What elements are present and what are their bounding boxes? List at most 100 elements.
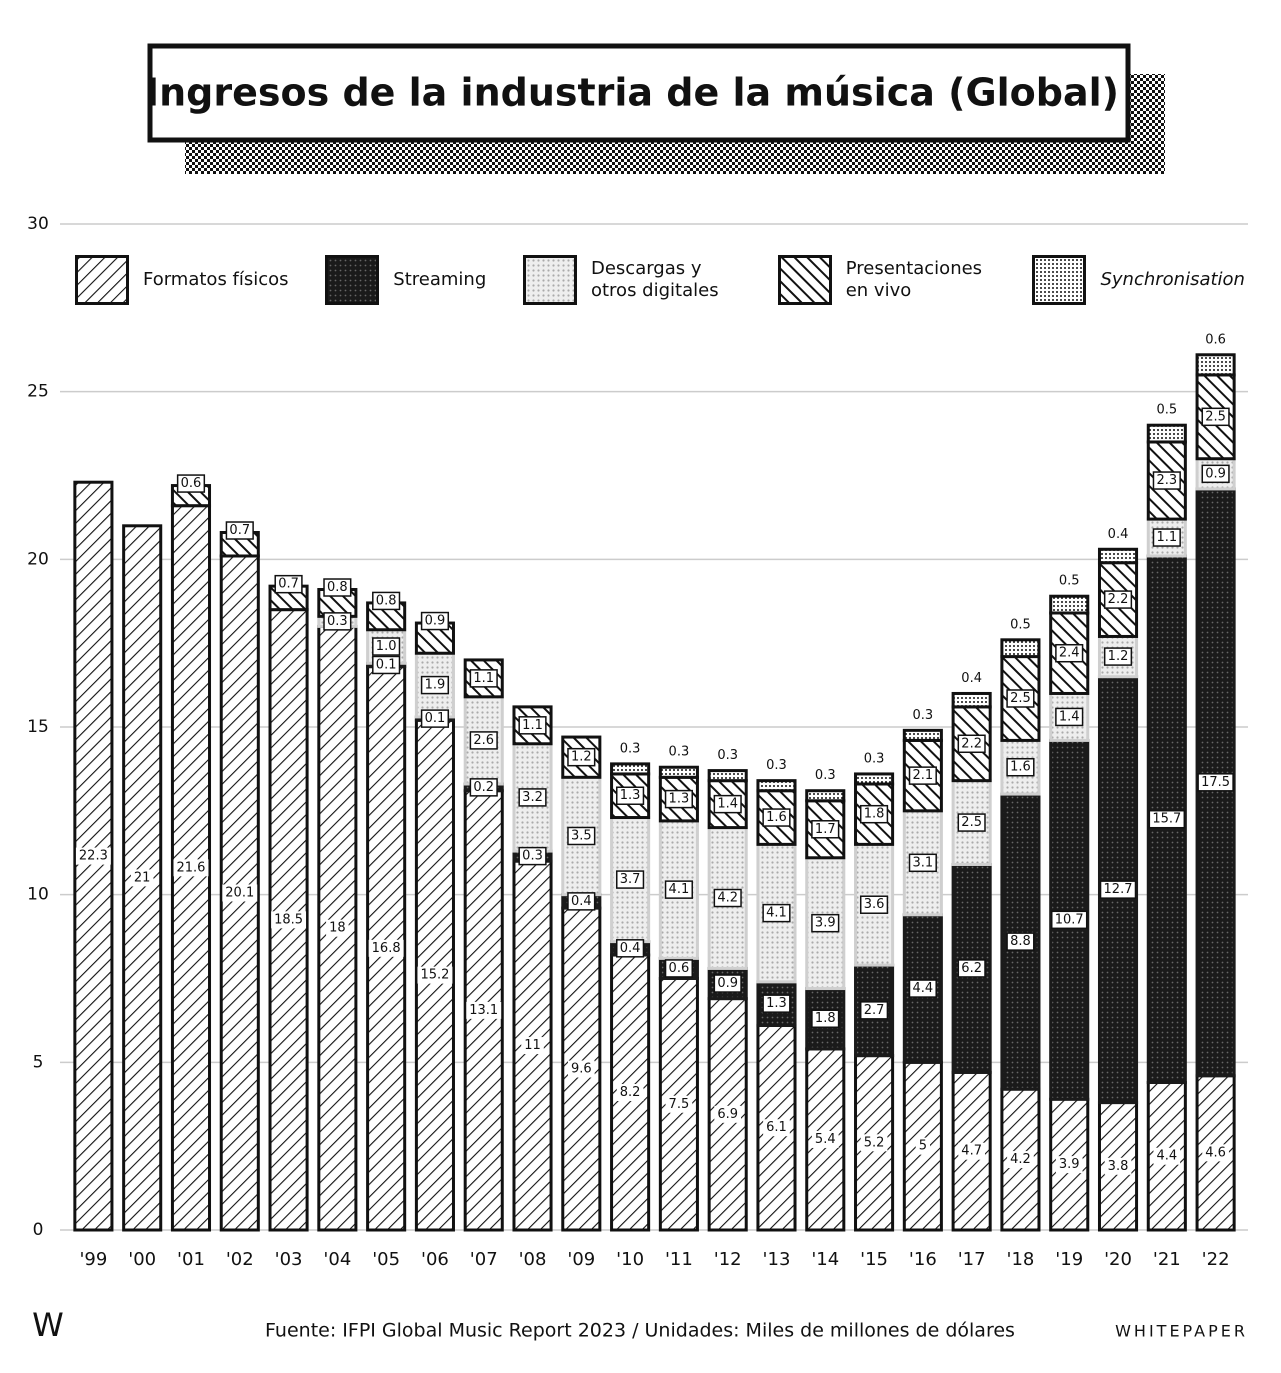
value-label: 0.1: [425, 711, 446, 726]
value-label: 0.3: [864, 751, 885, 766]
value-label: 6.2: [961, 961, 982, 976]
value-label-box: [811, 1009, 840, 1028]
title-box: [147, 43, 1131, 143]
value-label-box: [811, 1130, 839, 1148]
x-tick-label: '07: [470, 1249, 498, 1270]
swatch-fill: [525, 258, 574, 302]
value-label-box: [1202, 331, 1229, 349]
value-label-box: [616, 939, 645, 958]
value-label-box: [1055, 643, 1084, 663]
value-label-box: [1201, 407, 1230, 427]
value-label: 0.9: [1205, 466, 1226, 481]
value-label: 1.3: [669, 792, 690, 807]
value-label: 5: [919, 1139, 927, 1154]
x-tick-label: '06: [421, 1249, 449, 1270]
value-label: 4.6: [1205, 1145, 1226, 1160]
bar-segment: [610, 762, 651, 776]
legend-label: Streaming: [393, 269, 487, 290]
value-label-box: [567, 826, 596, 846]
value-label-box: [957, 813, 986, 832]
value-label-box: [372, 637, 401, 656]
value-label-box: [326, 919, 349, 937]
value-label: 3.8: [1108, 1159, 1129, 1174]
value-label-box: [417, 966, 453, 984]
value-label: 5.2: [864, 1135, 885, 1150]
bar-segment: [1049, 594, 1090, 615]
value-label-box: [713, 974, 742, 993]
value-label-box: [1202, 1144, 1229, 1162]
value-label: 0.3: [669, 745, 690, 760]
value-label-box: [908, 853, 937, 873]
swatch-pattern: [328, 258, 377, 302]
value-label-box: [173, 859, 209, 877]
value-label-box: [1006, 757, 1035, 777]
value-label: 8.2: [620, 1085, 641, 1100]
value-label-box: [860, 750, 888, 768]
value-label: 9.6: [571, 1062, 592, 1077]
value-label: 1.1: [522, 718, 543, 733]
value-label-box: [957, 734, 986, 754]
x-tick-label: '12: [714, 1249, 742, 1270]
bar-segment: [951, 691, 992, 709]
value-label: 7.5: [669, 1097, 690, 1112]
bar-segment: [756, 779, 797, 793]
value-label-box: [1153, 1147, 1181, 1165]
value-label-box: [1104, 1157, 1132, 1175]
x-tick-label: '14: [811, 1249, 839, 1270]
x-tick-label: '00: [128, 1249, 156, 1270]
value-label-box: [1055, 572, 1083, 590]
x-tick-label: '20: [1104, 1249, 1132, 1270]
swatch-fill: [780, 258, 829, 302]
value-label: 13.1: [469, 1003, 498, 1018]
value-label-box: [908, 979, 937, 998]
value-label-box: [1153, 401, 1181, 419]
source: Fuente: IFPI Global Music Report 2023 / …: [265, 1320, 1015, 1342]
value-label: 1.6: [1010, 760, 1031, 775]
value-label-box: [1201, 464, 1230, 484]
value-label: 21: [134, 870, 151, 885]
value-label: 0.5: [1010, 617, 1031, 632]
x-tick-label: '18: [1007, 1249, 1035, 1270]
value-label: 4.7: [961, 1144, 982, 1159]
bar-segment: [1195, 353, 1236, 377]
x-tick-label: '16: [909, 1249, 937, 1270]
x-tick-label: '05: [372, 1249, 400, 1270]
value-label: 0.4: [961, 671, 982, 686]
legend: Formatos físicos Streaming Descargas y otr…: [75, 255, 1245, 305]
value-label-box: [1006, 932, 1035, 951]
value-label-box: [859, 895, 889, 914]
y-tick-label: 10: [27, 885, 49, 905]
brand-mark: W: [32, 1306, 64, 1344]
bar-segment: [805, 789, 846, 803]
legend-label: Formatos físicos: [143, 269, 289, 290]
value-label: 0.8: [327, 580, 348, 595]
value-label: 1.0: [376, 639, 397, 654]
value-label: 1.6: [766, 810, 787, 825]
bars: [73, 353, 1236, 1232]
value-label-box: [469, 731, 498, 750]
value-label: 2.2: [1108, 592, 1129, 607]
value-label-box: [466, 1001, 502, 1019]
value-label-box: [469, 778, 498, 797]
value-label: 20.1: [225, 885, 254, 900]
value-label-box: [762, 808, 791, 827]
value-label-box: [958, 669, 985, 687]
value-label: 2.4: [1059, 646, 1080, 661]
value-label-box: [567, 747, 596, 767]
y-tick-label: 20: [27, 549, 49, 569]
value-label: 2.3: [1156, 473, 1177, 488]
swatch-pattern: [1035, 258, 1084, 302]
legend-label: Synchronisation: [1100, 269, 1245, 290]
value-label: 11: [524, 1038, 541, 1053]
value-label: 22.3: [79, 849, 108, 864]
value-label: 1.2: [571, 750, 592, 765]
value-label-box: [1006, 689, 1035, 708]
value-label-box: [420, 709, 450, 728]
legend-item: Descargas y otros digitales: [522, 255, 741, 305]
y-tick-label: 5: [33, 1052, 44, 1072]
value-label-box: [958, 1142, 985, 1160]
swatch-pattern: [780, 258, 829, 302]
value-label: 4.4: [913, 981, 934, 996]
